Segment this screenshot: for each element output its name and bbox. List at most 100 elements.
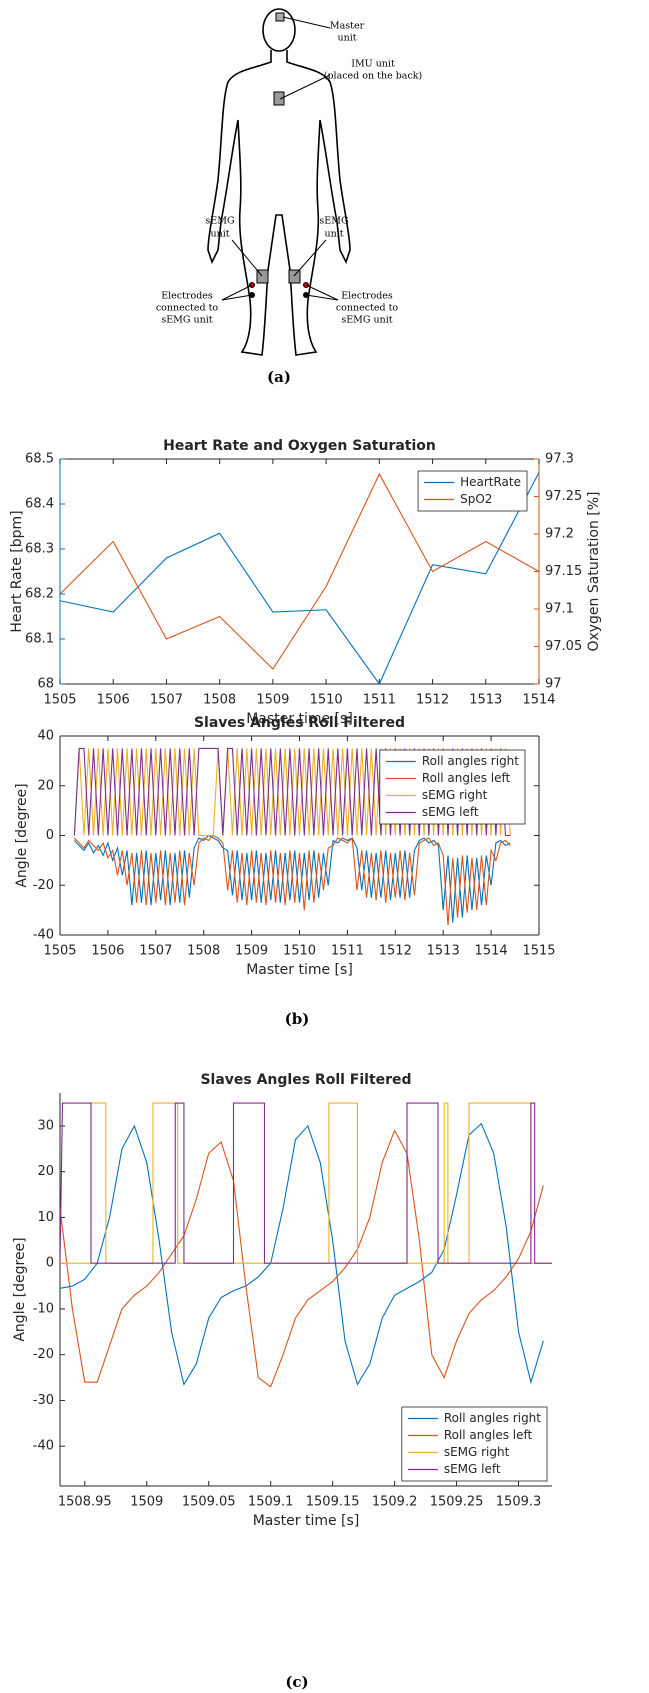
y-tick-label: 10 (37, 1210, 54, 1225)
y-tick-label: -20 (33, 878, 54, 893)
series-line (60, 1122, 544, 1386)
x-tick-label: 1511 (363, 693, 396, 708)
master-unit (275, 12, 285, 22)
y2-tick-label: 97.05 (545, 639, 582, 654)
diagram-labels: Master unit IMU unit (placed on the back… (156, 21, 422, 326)
chart-title: Slaves Angles Roll Filtered (200, 1072, 411, 1088)
chart-title: Heart Rate and Oxygen Saturation (163, 438, 436, 454)
semg-unit (256, 269, 269, 284)
series-line (60, 472, 539, 684)
x-tick-label: 1506 (97, 693, 130, 708)
label: connected to (156, 303, 219, 314)
legend-label: HeartRate (460, 475, 521, 489)
x-tick-label: 1514 (475, 944, 508, 959)
x-tick-label: 1508 (187, 944, 220, 959)
y2-tick-label: 97.3 (545, 452, 574, 467)
x-tick-label: 1509.25 (430, 1495, 484, 1510)
x-tick-label: 1514 (522, 693, 555, 708)
x-tick-label: 1509.15 (306, 1495, 360, 1510)
chart-title: Slaves Angles Roll Filtered (194, 715, 405, 731)
legend-label: sEMG right (444, 1445, 510, 1459)
y2-tick-label: 97.1 (545, 602, 574, 617)
legend-label: sEMG left (444, 1462, 501, 1476)
leader-line (293, 239, 327, 277)
legend-box (379, 749, 526, 825)
y-tick-label: 0 (46, 1256, 54, 1271)
legend-box (401, 1406, 548, 1482)
x-tick-label: 1509.05 (182, 1495, 236, 1510)
leader-line (279, 74, 331, 100)
y-tick-label: -20 (33, 1347, 54, 1362)
x-tick-label: 1509.3 (496, 1495, 542, 1510)
leader-line (305, 284, 339, 301)
chart: Heart Rate and Oxygen Saturation 1505 1506… (9, 438, 602, 727)
label: sEMG (319, 216, 348, 227)
y2-tick-label: 97.2 (545, 527, 574, 542)
y-tick-label: 20 (37, 1164, 54, 1179)
label: unit (324, 229, 343, 240)
y-tick-label: -30 (33, 1393, 54, 1408)
y-tick-label: 68.3 (25, 542, 54, 557)
y-tick-label: 30 (37, 1118, 54, 1133)
x-tick-label: 1513 (469, 693, 502, 708)
y-tick-label: 68 (37, 677, 54, 692)
x-tick-label: 1515 (522, 944, 555, 959)
label: connected to (336, 303, 399, 314)
chart: Slaves Angles Roll Filtered 1508.95 1509 15… (12, 1072, 552, 1529)
x-tick-label: 1509 (130, 1495, 163, 1510)
x-tick-label: 1508 (203, 693, 236, 708)
y-axis-label: Angle [degree] (12, 1237, 28, 1341)
x-tick-label: 1505 (43, 944, 76, 959)
legend-label: Roll angles right (422, 754, 519, 768)
x-tick-label: 1509.1 (248, 1495, 294, 1510)
x-axis-label: Master time [s] (253, 1513, 360, 1529)
series-line (60, 472, 539, 670)
label: unit (210, 229, 229, 240)
y-tick-label: 68.5 (25, 452, 54, 467)
x-tick-label: 1511 (331, 944, 364, 959)
label: sEMG (205, 216, 234, 227)
label: sEMG unit (341, 315, 392, 326)
x-tick-label: 1513 (427, 944, 460, 959)
leader-line (221, 294, 253, 301)
legend-label: sEMG right (422, 788, 488, 802)
y2-tick-label: 97.25 (545, 489, 582, 504)
x-tick-label: 1508.95 (58, 1495, 112, 1510)
y-tick-label: 20 (37, 778, 54, 793)
label: (placed on the back) (324, 71, 423, 82)
x-tick-label: 1506 (91, 944, 124, 959)
legend-label: sEMG left (422, 805, 479, 819)
label: Master (330, 21, 365, 32)
semg-unit (288, 269, 301, 284)
y-axis-label: Angle [degree] (14, 783, 30, 887)
legend: HeartRate SpO2 (417, 470, 528, 512)
y-tick-label: -10 (33, 1301, 54, 1316)
legend-box (417, 470, 528, 512)
series-line (60, 1102, 552, 1264)
label: sEMG unit (161, 315, 212, 326)
label: Electrodes (161, 291, 213, 302)
x-tick-label: 1509.2 (372, 1495, 418, 1510)
y2-tick-label: 97 (545, 677, 562, 692)
x-tick-label: 1507 (139, 944, 172, 959)
label: Electrodes (341, 291, 393, 302)
y-tick-label: 0 (46, 828, 54, 843)
imu-unit (273, 91, 285, 106)
y-tick-label: 40 (37, 729, 54, 744)
legend: Roll angles right Roll angles left sEMG ri… (379, 749, 526, 825)
series-line (60, 1129, 544, 1388)
caption: (a) (267, 368, 291, 386)
label: IMU unit (351, 59, 395, 70)
y-tick-label: -40 (33, 1439, 54, 1454)
head (262, 8, 296, 52)
y2-tick-label: 97.15 (545, 564, 582, 579)
legend-label: Roll angles left (444, 1428, 533, 1442)
caption: (c) (285, 1673, 308, 1691)
series-line (73, 834, 511, 926)
x-tick-label: 1505 (43, 693, 76, 708)
x-tick-label: 1510 (283, 944, 316, 959)
legend-label: Roll angles left (422, 771, 511, 785)
y-tick-label: 68.1 (25, 632, 54, 647)
body-diagram (207, 8, 351, 356)
